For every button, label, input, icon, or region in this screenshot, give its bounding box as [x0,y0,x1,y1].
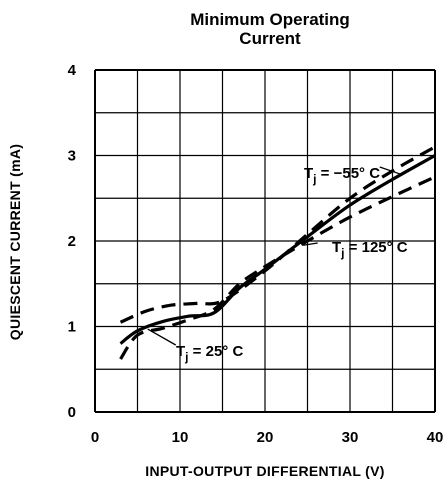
x-tick-label: 0 [91,429,99,446]
x-tick-labels: 0 10 20 30 40 [91,429,444,446]
annotation-minus55: Tj = −55° C [304,165,380,186]
series-25c-solid [119,154,436,345]
annotation-25: Tj = 25° C [176,343,243,364]
series-group [119,145,436,360]
y-tick-label: 1 [68,319,76,336]
chart-title-line2: Current [239,29,301,48]
y-tick-label: 4 [68,62,77,79]
annotation-leader-line [303,242,318,246]
series-minus55c-dashed [119,145,436,324]
x-tick-label: 40 [427,429,444,446]
annotation-leader-line [379,166,402,175]
y-tick-label: 2 [68,233,76,250]
annotation-leaders [147,166,402,346]
x-tick-label: 20 [257,429,274,446]
x-axis-label: INPUT-OUTPUT DIFFERENTIAL (V) [145,463,384,479]
series-125c-dashed [119,175,436,360]
x-tick-label: 30 [342,429,359,446]
annotation-leader-line [147,328,177,346]
y-tick-label: 0 [68,404,76,421]
x-tick-label: 10 [172,429,189,446]
y-tick-label: 3 [68,148,76,165]
y-axis-label: QUIESCENT CURRENT (mA) [7,144,23,340]
y-tick-labels: 0 1 2 3 4 [68,62,77,421]
grid [94,69,436,413]
chart-title-line1: Minimum Operating [190,10,350,29]
annotation-125: Tj = 125° C [332,239,408,260]
